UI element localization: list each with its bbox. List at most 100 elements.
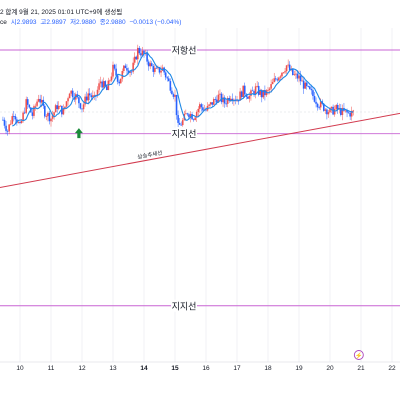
candle-body [56, 105, 58, 110]
candle-body [104, 81, 107, 87]
candle-body [90, 95, 93, 98]
candle-body [99, 81, 102, 84]
candle-body [199, 104, 201, 109]
candle-body [84, 96, 86, 105]
resistance-label-bg [171, 44, 197, 56]
candle-body [13, 116, 15, 117]
candle-body [68, 93, 71, 99]
candle-body [161, 67, 164, 71]
candle-body [262, 89, 265, 98]
candle-body [61, 105, 63, 115]
candle-body [333, 108, 336, 115]
candle-body [154, 67, 156, 72]
candle-body [110, 76, 113, 81]
candle-body [59, 105, 62, 107]
candle-body [92, 95, 94, 98]
candle-body [40, 99, 43, 103]
ohlc-high: 고2.9897 [40, 19, 67, 26]
candle-body [254, 86, 257, 95]
support-lower-label: 지지선 [172, 301, 197, 311]
candle-body [292, 68, 294, 75]
candle-body [301, 80, 303, 82]
candle-body [11, 116, 14, 124]
candle-body [305, 82, 308, 87]
candle-body [45, 116, 48, 117]
candle-body [192, 119, 195, 121]
candle-body [168, 78, 170, 82]
candle-body [17, 122, 20, 123]
candle-body [78, 97, 80, 104]
event-icon-circle [353, 350, 364, 360]
candle-body [304, 82, 306, 89]
candle-body [115, 68, 117, 76]
candle-body [47, 112, 49, 117]
candle-body [44, 105, 46, 117]
candle-body [200, 104, 203, 108]
candle-body [65, 101, 68, 107]
candle-body [37, 98, 40, 102]
candle-body [282, 72, 285, 74]
candle-body [124, 65, 127, 69]
candle-body [226, 97, 229, 104]
candle-body [324, 109, 327, 111]
x-tick-label: 22 [388, 365, 396, 372]
support-lower-label-bg [171, 299, 197, 312]
candle-body [233, 99, 235, 101]
candle-body [98, 83, 100, 90]
candle-body [71, 90, 74, 98]
candle-body [172, 94, 175, 97]
candle-body [181, 120, 184, 126]
candle-body [327, 112, 330, 115]
candle-body [57, 105, 60, 110]
candle-body [251, 90, 254, 92]
candle-body [319, 101, 322, 108]
candle-body [135, 56, 138, 60]
ohlc-change: −0.0013 (−0.04%) [129, 19, 182, 26]
candle-body [287, 64, 289, 66]
candle-body [256, 85, 258, 87]
candle-body [166, 77, 169, 79]
candle-body [340, 108, 342, 115]
candle-body [268, 88, 271, 90]
candle-body [240, 91, 243, 98]
candle-body [347, 112, 350, 114]
candle-body [293, 74, 296, 76]
candle-body [48, 112, 51, 122]
candle-body [87, 93, 89, 101]
ohlc-open: 시2.9893 [10, 19, 37, 26]
candle-body [205, 109, 207, 111]
candle-body [113, 64, 116, 69]
candle-body [88, 93, 91, 96]
candle-body [208, 104, 210, 106]
candle-body [96, 89, 99, 96]
candle-body [28, 104, 31, 108]
candle-body [349, 112, 351, 117]
candle-body [212, 99, 215, 105]
candle-body [141, 50, 144, 56]
ohlc-close: 종2.9880 [99, 19, 126, 26]
candle-body [39, 98, 41, 103]
candle-body [180, 124, 182, 126]
candle-body [284, 71, 286, 73]
candle-body [335, 104, 337, 109]
candle-body [26, 99, 29, 105]
candle-body [202, 107, 204, 111]
x-tick-label: 20 [326, 365, 334, 372]
candle-body [138, 47, 141, 54]
ohlc-low: 저2.9880 [70, 19, 96, 26]
candle-body [130, 71, 133, 73]
candle-body [177, 115, 179, 123]
candle-body [82, 104, 85, 110]
candle-body [132, 62, 134, 72]
candle-body [318, 107, 320, 109]
candle-body [341, 107, 344, 115]
candle-body [222, 97, 224, 103]
candle-body [133, 56, 136, 63]
candle-body [155, 67, 158, 69]
candle-body [149, 63, 151, 67]
x-tick-label: 17 [233, 365, 241, 372]
candle-body [279, 76, 282, 78]
candle-body [112, 64, 114, 77]
x-tick-label: 16 [202, 365, 210, 372]
